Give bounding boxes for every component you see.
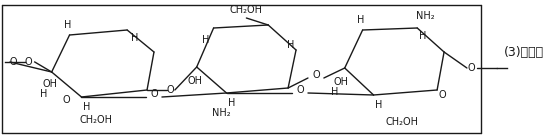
Text: H: H [357,15,365,25]
Text: H: H [331,87,338,97]
Text: H: H [228,98,235,108]
Text: H: H [40,89,48,99]
Text: NH₂: NH₂ [416,11,434,21]
Text: O: O [438,90,446,100]
Text: O: O [150,89,158,99]
Text: O: O [24,57,32,67]
Text: O: O [296,85,304,95]
Text: OH: OH [42,79,57,89]
Text: CH₂OH: CH₂OH [80,115,113,125]
Text: H: H [288,40,295,50]
Text: H: H [64,20,71,30]
Text: NH₂: NH₂ [212,108,231,118]
Text: –O–: –O– [6,57,23,67]
Text: O: O [166,85,174,95]
Text: H: H [418,31,426,41]
Text: OH: OH [334,77,348,87]
Text: O: O [467,63,475,73]
Text: CH₂OH: CH₂OH [386,117,419,127]
Text: O: O [312,70,320,80]
Text: OH: OH [187,76,202,86]
Text: H: H [375,100,382,110]
Text: (3)壳聚糖: (3)壳聚糖 [504,46,543,59]
Text: H: H [202,35,209,45]
Text: O: O [63,95,70,105]
Text: H: H [131,33,139,43]
Text: CH₂OH: CH₂OH [230,5,263,15]
Text: H: H [83,102,90,112]
